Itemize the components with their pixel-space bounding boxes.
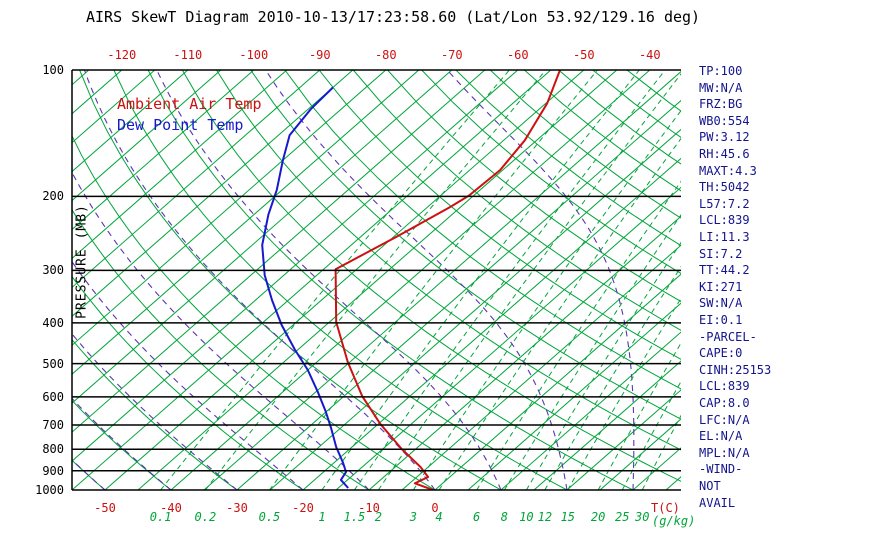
- legend-dew-point-temp: Dew Point Temp: [117, 116, 244, 134]
- legend-ambient-air-temp: Ambient Air Temp: [117, 95, 262, 113]
- chart-title: AIRS SkewT Diagram 2010-10-13/17:23:58.6…: [86, 8, 701, 26]
- grid-layer: [72, 70, 681, 490]
- dew-point-line: [261, 86, 349, 489]
- temp-unit-label: T(C): [651, 501, 680, 515]
- pressure-lines-group: [71, 69, 681, 491]
- moist-adiabats-group: [72, 70, 635, 490]
- dry-adiabats-group: [72, 70, 681, 490]
- isotherms-group: [72, 70, 681, 490]
- y-axis-title: PRESSURE (MB): [74, 204, 90, 319]
- mixing-ratio-group: [160, 70, 681, 490]
- mixing-unit-label: (g/kg): [652, 514, 696, 528]
